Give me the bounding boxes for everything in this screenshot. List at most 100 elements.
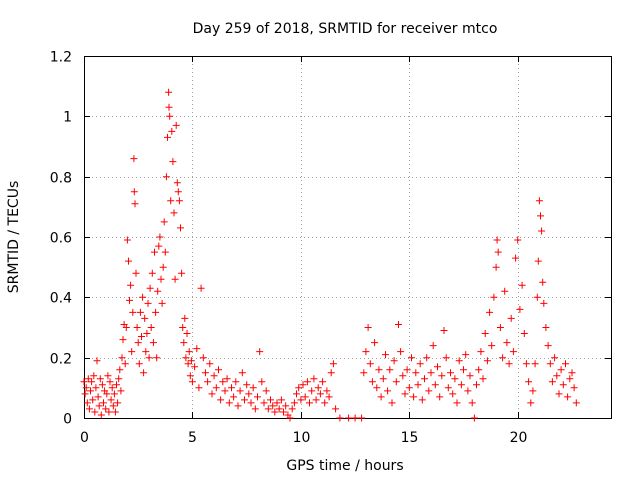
data-point bbox=[166, 112, 174, 120]
grid-layer bbox=[84, 56, 611, 418]
data-point bbox=[275, 405, 283, 413]
data-point bbox=[414, 381, 422, 389]
data-point bbox=[109, 402, 117, 410]
data-point bbox=[130, 155, 138, 163]
data-point bbox=[329, 360, 337, 368]
data-point bbox=[299, 381, 307, 389]
data-point bbox=[241, 396, 248, 404]
data-point bbox=[408, 354, 415, 362]
data-point bbox=[247, 399, 255, 407]
data-point bbox=[360, 369, 368, 377]
data-point bbox=[401, 390, 409, 398]
data-point bbox=[230, 393, 238, 401]
data-point bbox=[115, 375, 123, 383]
data-point bbox=[95, 402, 103, 410]
data-point bbox=[384, 387, 392, 395]
data-point bbox=[282, 402, 290, 410]
data-point bbox=[133, 324, 141, 331]
data-point bbox=[156, 233, 164, 241]
data-point bbox=[183, 330, 191, 337]
x-tick-label: 5 bbox=[188, 430, 197, 446]
data-point bbox=[368, 378, 376, 386]
data-point bbox=[464, 387, 472, 395]
data-point bbox=[91, 408, 99, 416]
data-point bbox=[438, 372, 446, 380]
data-point bbox=[167, 197, 175, 205]
data-point bbox=[210, 372, 218, 380]
data-point bbox=[280, 408, 287, 416]
data-point bbox=[155, 242, 163, 250]
data-point bbox=[126, 296, 133, 304]
data-point bbox=[128, 348, 136, 356]
data-point bbox=[421, 375, 428, 383]
y-tick-label: 0.4 bbox=[50, 291, 72, 307]
chart-title: Day 259 of 2018, SRMTID for receiver mtc… bbox=[193, 21, 498, 37]
data-point bbox=[460, 366, 467, 374]
data-point bbox=[499, 354, 507, 362]
data-point bbox=[165, 88, 173, 96]
data-point bbox=[516, 305, 524, 313]
data-point bbox=[264, 405, 272, 413]
data-point bbox=[121, 360, 129, 368]
data-point bbox=[113, 381, 120, 389]
data-point bbox=[238, 369, 246, 377]
data-point bbox=[410, 393, 418, 401]
data-point bbox=[455, 357, 463, 365]
data-point bbox=[232, 378, 240, 386]
data-point bbox=[83, 399, 91, 407]
data-point bbox=[392, 378, 400, 386]
x-tick-label: 10 bbox=[293, 430, 311, 446]
data-point bbox=[466, 372, 474, 380]
data-point bbox=[256, 348, 264, 356]
data-point bbox=[312, 396, 320, 404]
data-point bbox=[102, 405, 110, 413]
data-point bbox=[434, 363, 441, 371]
data-point bbox=[418, 396, 426, 404]
data-point bbox=[286, 414, 294, 422]
data-point bbox=[566, 375, 574, 383]
data-point bbox=[388, 399, 396, 407]
y-tick-label: 0.2 bbox=[50, 352, 72, 368]
y-tick-label: 0 bbox=[63, 412, 72, 428]
data-point bbox=[181, 314, 189, 322]
data-point bbox=[539, 278, 547, 286]
data-point bbox=[405, 384, 413, 392]
data-point bbox=[321, 399, 329, 407]
data-point bbox=[444, 384, 452, 392]
data-point bbox=[151, 248, 158, 256]
data-point bbox=[271, 408, 279, 416]
data-point bbox=[358, 414, 366, 422]
data-point bbox=[447, 369, 454, 377]
data-point bbox=[236, 387, 244, 395]
data-point bbox=[429, 342, 437, 350]
data-point bbox=[134, 339, 142, 347]
data-point bbox=[314, 384, 322, 392]
data-point bbox=[184, 360, 192, 368]
data-point bbox=[145, 354, 153, 362]
data-point bbox=[119, 336, 127, 344]
data-point bbox=[323, 387, 331, 395]
data-point bbox=[553, 372, 561, 380]
data-point bbox=[178, 269, 186, 277]
data-point bbox=[470, 414, 478, 422]
data-point bbox=[570, 384, 578, 392]
data-point bbox=[473, 381, 480, 389]
data-point bbox=[139, 293, 147, 301]
data-point bbox=[551, 354, 559, 362]
data-point bbox=[416, 360, 424, 368]
data-point bbox=[164, 133, 171, 141]
data-point bbox=[191, 363, 199, 371]
data-point bbox=[546, 360, 554, 368]
data-point bbox=[260, 399, 268, 407]
data-point bbox=[316, 390, 324, 398]
data-point bbox=[386, 366, 394, 374]
data-point bbox=[169, 158, 177, 166]
data-point bbox=[93, 357, 101, 365]
data-point bbox=[254, 393, 261, 401]
data-point bbox=[477, 348, 485, 356]
data-point bbox=[453, 399, 461, 407]
data-point bbox=[114, 399, 122, 407]
data-point bbox=[138, 333, 145, 340]
data-point bbox=[130, 188, 138, 196]
